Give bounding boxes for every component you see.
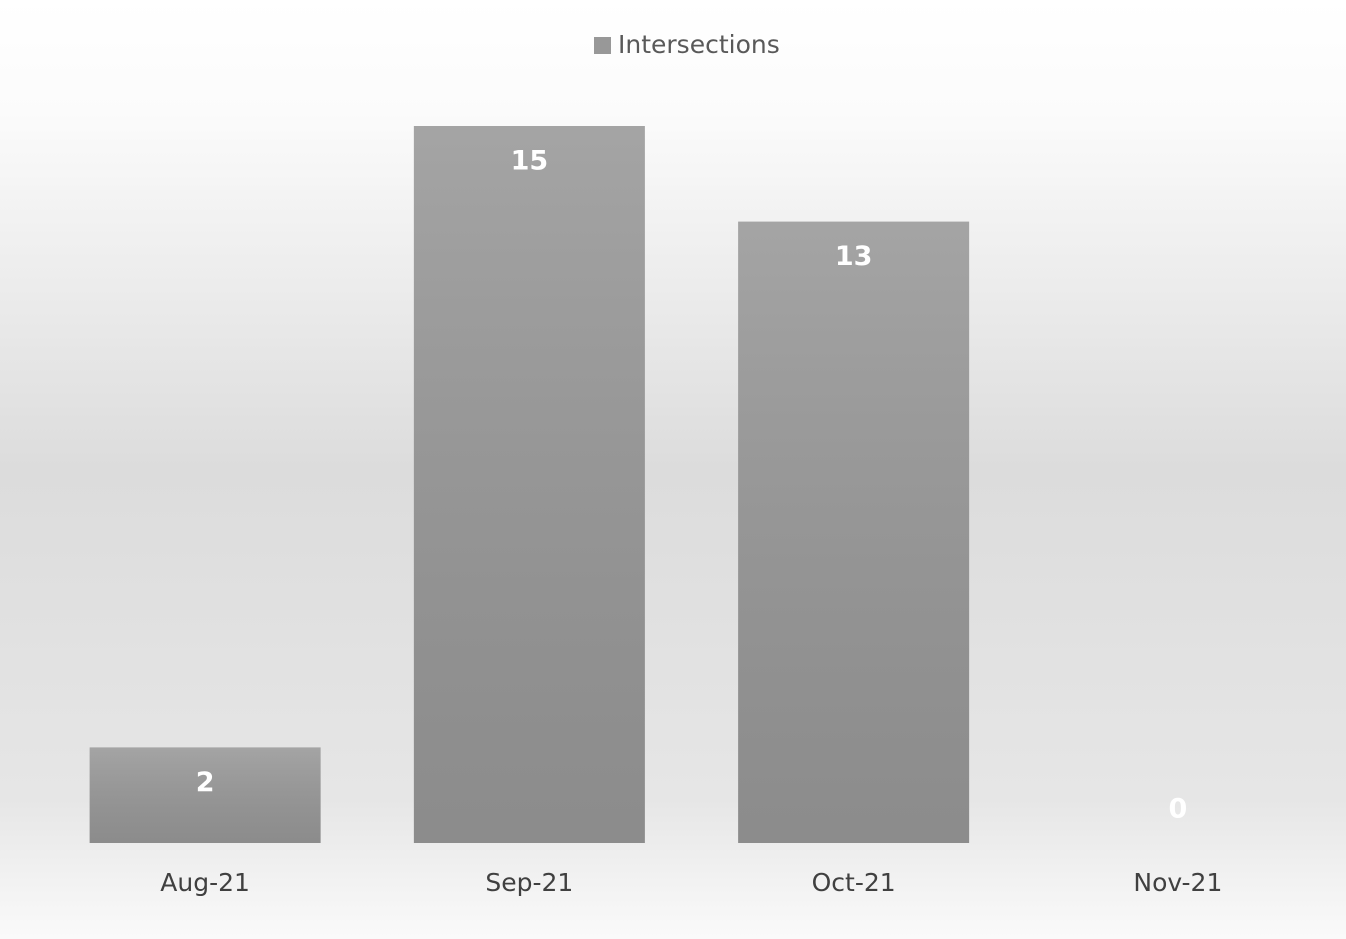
- x-tick-label: Aug-21: [160, 868, 250, 897]
- x-tick-label: Nov-21: [1133, 868, 1222, 897]
- data-label: 13: [835, 241, 873, 272]
- bar-shade: [413, 126, 645, 843]
- x-tick-label: Oct-21: [812, 868, 896, 897]
- bar-shade: [89, 747, 321, 843]
- data-label: 15: [511, 146, 549, 177]
- data-label: 2: [196, 767, 215, 798]
- x-tick-label: Sep-21: [485, 868, 573, 897]
- bar-shade: [738, 221, 970, 844]
- legend-label: Intersections: [618, 30, 780, 59]
- data-label: 0: [1168, 794, 1187, 825]
- legend-swatch: [594, 37, 611, 54]
